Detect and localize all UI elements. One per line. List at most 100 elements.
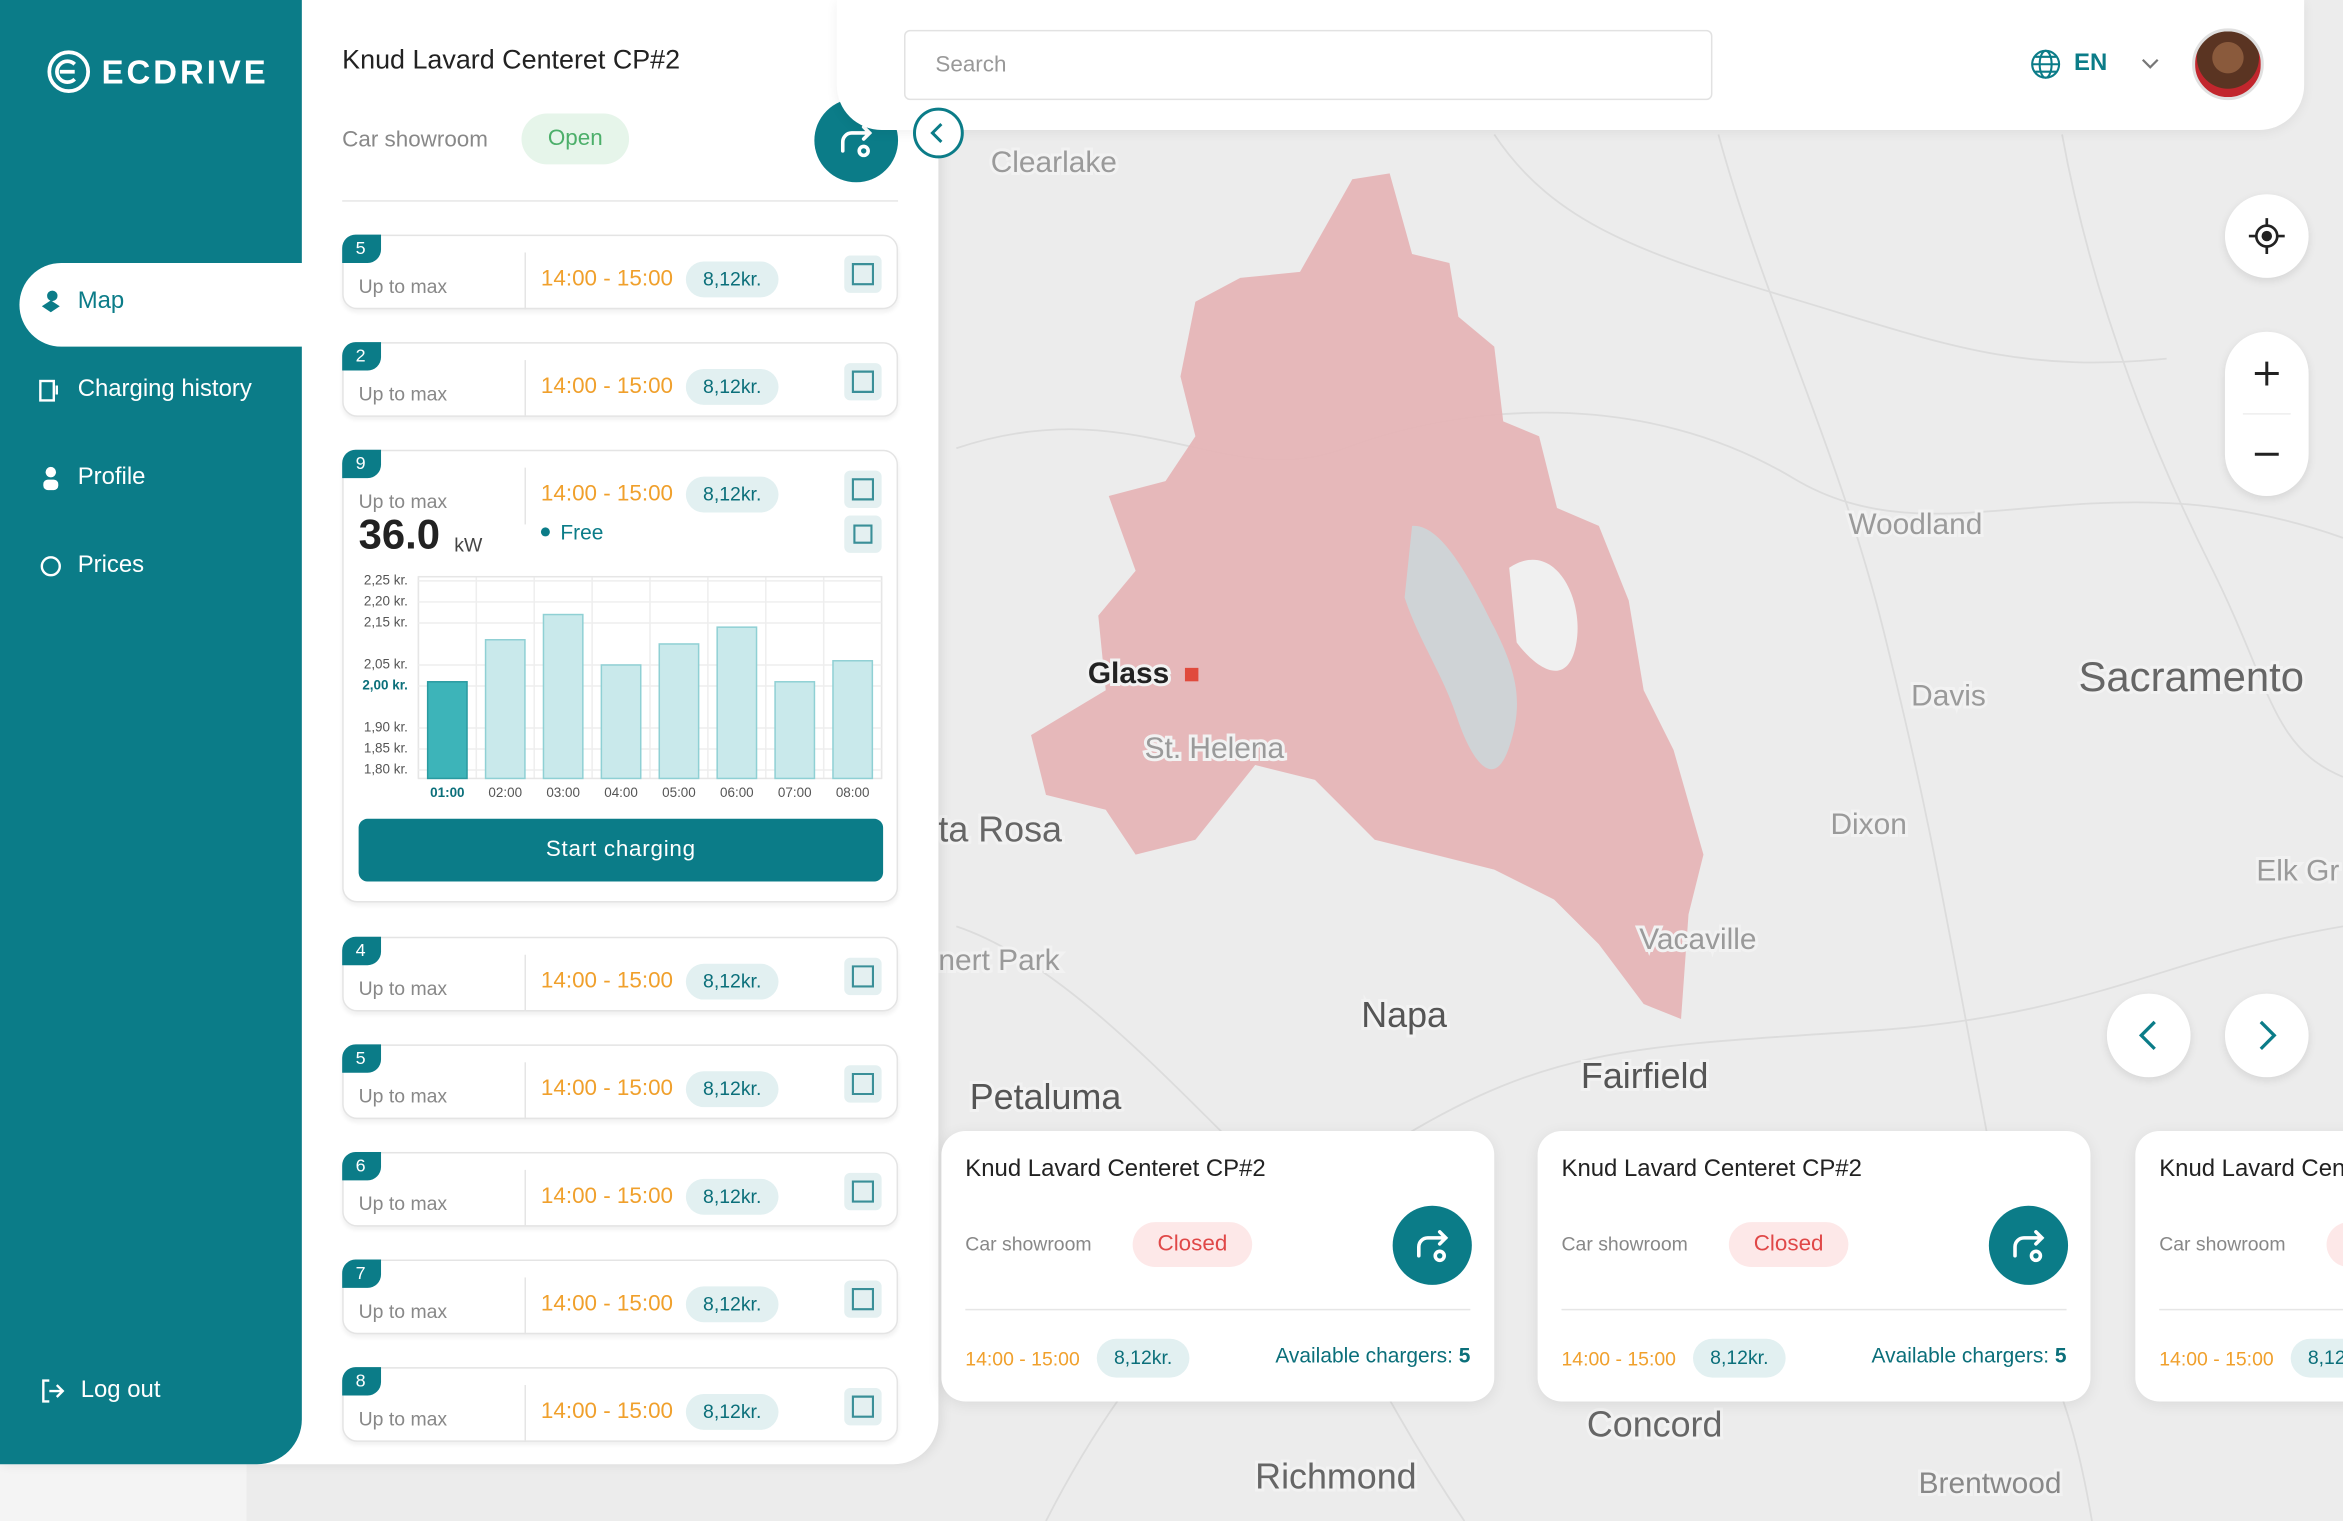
collapse-button[interactable] [912,107,964,159]
charger-card[interactable] [342,936,899,1012]
language-label: EN [2074,50,2108,77]
nav-item[interactable]: Charging history [39,377,252,404]
available-chargers: Available chargers: 5 [1275,1343,1470,1367]
charger-card[interactable] [342,1367,899,1442]
zoom-icons [2242,361,2291,456]
lake [1404,525,1517,770]
previous-button[interactable] [2106,993,2191,1078]
charger-number: 8 [342,1367,382,1396]
info-icon[interactable] [844,1280,882,1318]
locate-button[interactable] [2224,194,2309,278]
charger-card[interactable] [342,342,899,417]
available-chargers: Available chargers: 5 [1872,1343,2067,1367]
footer-strip [0,1464,247,1521]
language-selector[interactable]: EN [2029,48,2164,81]
user-avatar[interactable] [2192,28,2264,101]
charger-card[interactable] [342,1259,899,1335]
time-slot: 14:00 - 15:00 [540,1183,674,1209]
y-tick-label: 1,85 kr. [364,741,408,756]
charger-label: Up to max [358,490,448,513]
station-card[interactable]: Knud Lavard Centeret CP#2 Car showroom Clo… [1537,1131,2091,1402]
map-label: Woodland [1848,508,1982,541]
x-tick-label: 08:00 [836,785,870,800]
time-slot: 14:00 - 15:00 [540,481,674,507]
lake [1509,559,1578,671]
divider [524,954,526,1012]
info-icon[interactable] [844,1065,882,1103]
bar [832,660,874,780]
map-label: Petaluma [970,1077,1122,1117]
locate-icon [2248,218,2285,254]
nav-item[interactable]: Map [39,288,124,315]
time-slot: 14:00 - 15:00 [540,265,674,292]
route-button[interactable] [1988,1205,2069,1285]
info-icon[interactable] [844,1172,882,1211]
chevron-right [2259,1020,2277,1051]
status-dot [540,527,550,537]
info-icon[interactable] [844,470,882,508]
map-label: Dixon [1830,808,1906,841]
price-badge: 8,12kr. [685,963,779,1000]
price-badge: 8,12kr. [685,369,779,405]
time-slot: 14:00 - 15:00 [1561,1347,1676,1371]
divider [524,360,526,417]
route-icon [1417,1230,1449,1263]
price-badge: 8,12kr. [685,1178,779,1215]
y-tick-label: 2,05 kr. [364,657,408,672]
x-tick-label: 03:00 [546,785,580,800]
bar [774,681,816,780]
nav-item[interactable]: Prices [39,553,144,580]
bar [542,613,584,780]
bar [484,639,526,780]
status-badge: Open [521,113,630,165]
y-tick-label: 2,25 kr. [364,572,408,587]
nav-label: Profile [77,464,146,491]
charger-card[interactable] [342,234,899,310]
route-button[interactable] [1392,1205,1472,1285]
divider [965,1308,1471,1311]
nav-icon [40,556,61,577]
charger-label: Up to max [358,1084,448,1108]
x-tick-label: 01:00 [430,785,464,800]
bar [426,681,468,780]
station-type: Car showroom [342,126,488,153]
info-icon[interactable] [844,363,882,401]
plot-frame [417,575,883,780]
card-type: Car showroom [2159,1232,2286,1256]
nav-active-tab [19,262,311,347]
camera-icon[interactable] [844,515,882,553]
start-charging-button[interactable]: Start charging [358,818,884,882]
divider [342,200,899,202]
logout-button[interactable]: Log out [39,1378,161,1405]
card-title: Knud Lavard Centeret CP#2 [965,1156,1266,1182]
info-icon[interactable] [844,957,882,996]
map-label: Sacramento [2079,653,2305,700]
card-type: Car showroom [1561,1232,1688,1256]
nav-label: Charging history [77,376,252,402]
card-title: Knud Lavard Centeret CP#2 [1561,1156,1862,1182]
map-label: Fairfield [1581,1056,1709,1096]
map-marker[interactable] [1184,667,1199,682]
card-type: Car showroom [965,1232,1092,1256]
chevron-left [930,122,943,143]
map-label: Richmond [1255,1457,1416,1497]
nav-item[interactable]: Profile [39,465,146,492]
card-title: Knud Lavard Centeret CP#2 [2159,1156,2343,1182]
charger-card[interactable] [342,1044,899,1120]
map-label: Elk Gr [2256,854,2339,887]
station-card[interactable]: Knud Lavard Centeret CP#2 Car showroom Clo… [941,1131,1495,1402]
map-label: Vacaville [1639,923,1756,956]
fire-zone [1031,173,1704,1019]
price-badge: 8,12kr. [685,1286,779,1323]
charger-card[interactable] [342,1151,899,1227]
search-input[interactable]: Search [904,29,1713,101]
info-icon[interactable] [844,1388,882,1426]
bar [658,643,700,780]
bar [716,626,758,780]
next-button[interactable] [2224,993,2309,1078]
station-card[interactable]: Knud Lavard Centeret CP#2 Car showroom Clo… [2135,1131,2343,1402]
power-value: 36.0 [358,510,441,558]
available-count: 5 [2054,1343,2067,1368]
info-icon[interactable] [844,255,882,293]
charger-number: 7 [342,1259,382,1288]
